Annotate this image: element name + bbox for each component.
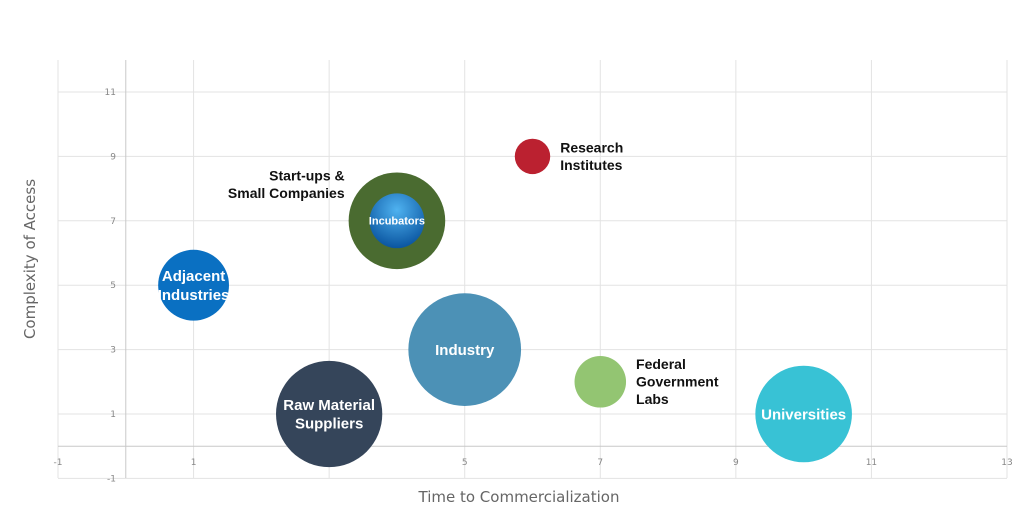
bubble-label-line: Research — [560, 140, 623, 156]
bubble-labels: Adjacent Industries Raw Material Suppliers S… — [158, 140, 846, 433]
bubble-label-line: Incubators — [369, 216, 425, 228]
bubble — [158, 249, 229, 321]
bubble-label: Universities — [761, 406, 846, 423]
bubble-label: Incubators — [369, 216, 425, 228]
x-tick-label: 1 — [191, 458, 197, 468]
x-tick-label: 11 — [866, 458, 877, 468]
bubble-label-line: Raw Material — [283, 397, 375, 414]
y-axis-title: Complexity of Access — [21, 178, 39, 340]
bubble-label-line: Labs — [636, 391, 669, 407]
y-tick-label: 1 — [110, 410, 116, 420]
bubble-label: Start-ups & Small Companies — [228, 168, 345, 202]
bubble — [408, 293, 522, 406]
bubble-label: Industry — [435, 342, 495, 359]
x-tick-label: -1 — [54, 458, 63, 468]
bubble-label: Raw Material Suppliers — [283, 397, 375, 433]
bubble-label: Adjacent Industries — [158, 268, 230, 304]
bubble-label: Federal Government Labs — [636, 356, 719, 407]
bubble-label-line: Industries — [158, 287, 230, 304]
bubble-label: Research Institutes — [560, 140, 623, 174]
y-tick-label: -1 — [107, 474, 116, 484]
bubble-label-line: Institutes — [560, 157, 622, 173]
bubble-label-line: Universities — [761, 406, 846, 423]
bubble — [574, 356, 627, 408]
bubbles — [158, 138, 852, 468]
bubble-label-line: Small Companies — [228, 185, 345, 201]
bubble-label-line: Industry — [435, 342, 495, 359]
y-tick-label: 9 — [110, 152, 116, 162]
bubble — [755, 365, 852, 463]
bubble — [369, 193, 425, 249]
bubble-label-line: Suppliers — [295, 416, 363, 433]
x-axis-title: Time to Commercialization — [418, 488, 620, 506]
y-tick-label: 5 — [110, 281, 116, 291]
bubble-label-line: Start-ups & — [269, 168, 344, 184]
bubble-label-line: Government — [636, 374, 719, 390]
x-tick-label: 9 — [733, 458, 739, 468]
y-tick-label: 3 — [110, 346, 116, 356]
x-tick-label: 7 — [597, 458, 603, 468]
bubble-label-line: Adjacent — [162, 268, 225, 285]
bubble-label-line: Federal — [636, 356, 686, 372]
y-tick-label: 7 — [110, 217, 116, 227]
y-tick-label: 11 — [105, 88, 116, 98]
bubble — [514, 138, 551, 175]
x-tick-label: 13 — [1001, 458, 1012, 468]
x-tick-label: 5 — [462, 458, 468, 468]
bubble — [276, 360, 383, 468]
